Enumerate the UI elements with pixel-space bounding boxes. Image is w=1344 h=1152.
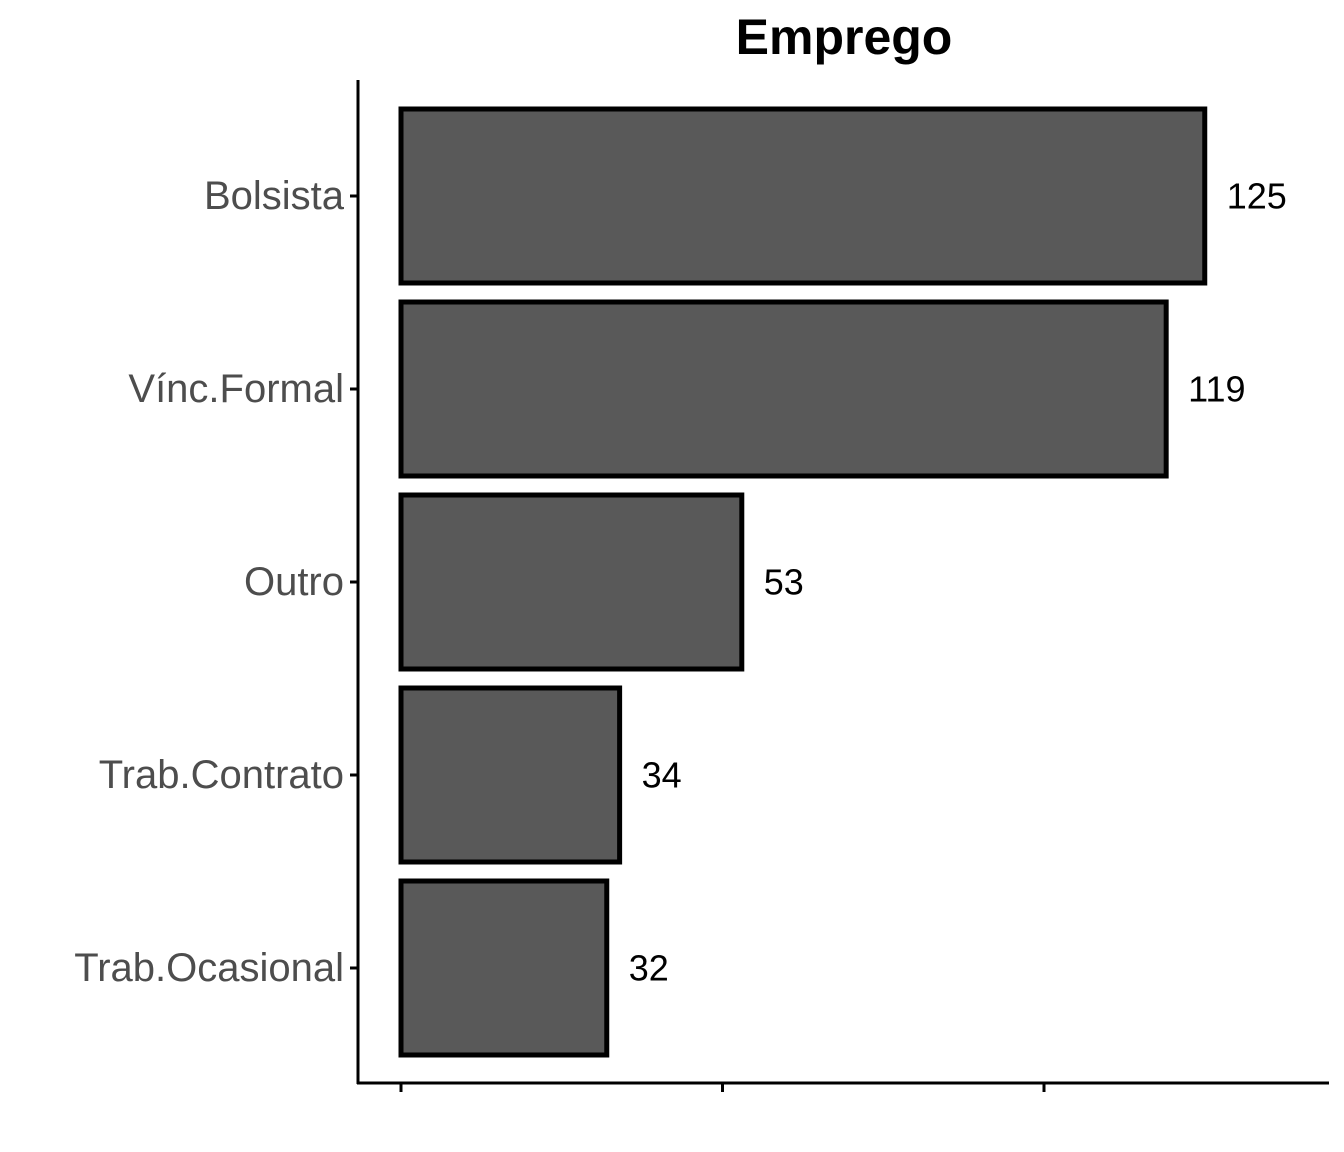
value-label-2: 53 bbox=[764, 562, 804, 603]
value-label-1: 119 bbox=[1188, 369, 1245, 410]
category-label-4: Trab.Ocasional bbox=[74, 946, 344, 990]
bars-group bbox=[398, 106, 1208, 1058]
y-axis bbox=[350, 80, 360, 1084]
bar-3 bbox=[398, 685, 623, 865]
category-labels-group: Bolsista Vínc.Formal Outro Trab.Contrato Tra… bbox=[74, 174, 345, 990]
value-label-4: 32 bbox=[629, 948, 669, 989]
bar-0 bbox=[398, 106, 1208, 286]
category-label-0: Bolsista bbox=[204, 174, 345, 218]
bar-1 bbox=[398, 299, 1169, 479]
category-label-2: Outro bbox=[244, 560, 344, 604]
category-label-3: Trab.Contrato bbox=[99, 753, 344, 797]
value-label-0: 125 bbox=[1227, 176, 1287, 217]
chart-title: Emprego bbox=[736, 9, 953, 65]
category-label-1: Vínc.Formal bbox=[128, 367, 344, 411]
bar-2 bbox=[398, 492, 745, 672]
x-axis bbox=[357, 1081, 1329, 1092]
value-label-3: 34 bbox=[642, 755, 682, 796]
value-labels-group: 125 119 53 34 32 bbox=[629, 176, 1287, 989]
bar-4 bbox=[398, 878, 610, 1058]
